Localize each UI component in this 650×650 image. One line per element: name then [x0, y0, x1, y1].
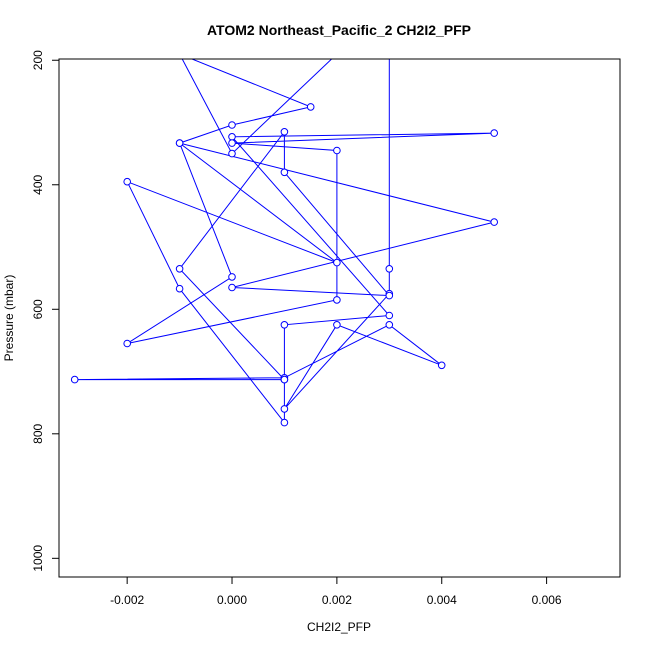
- y-tick-label: 600: [31, 299, 45, 319]
- data-point: [490, 218, 499, 226]
- data-point: [228, 133, 236, 141]
- data-point: [490, 129, 499, 137]
- marker-layer: [70, 51, 499, 427]
- y-tick-label: 200: [31, 50, 45, 70]
- data-point: [333, 296, 341, 304]
- x-tick-label: -0.002: [110, 593, 144, 607]
- data-point: [437, 361, 446, 370]
- data-point: [385, 321, 394, 329]
- data-point: [228, 121, 236, 129]
- data-point: [228, 283, 236, 292]
- data-point: [333, 146, 341, 155]
- data-point: [306, 103, 315, 111]
- x-axis: -0.002 0.000 0.002 0.004 0.006: [110, 576, 562, 607]
- data-point: [123, 177, 131, 186]
- data-point: [385, 291, 394, 300]
- data-point: [334, 51, 341, 58]
- data-point: [228, 139, 236, 147]
- plot-frame: [58, 58, 621, 578]
- data-point: [385, 311, 394, 320]
- y-axis-label: Pressure (mbar): [2, 275, 16, 362]
- data-point: [280, 168, 289, 177]
- data-point: [228, 149, 236, 158]
- data-point: [333, 258, 341, 267]
- data-point: [176, 51, 183, 58]
- data-point: [175, 265, 184, 273]
- chart-title: ATOM2 Northeast_Pacific_2 CH2I2_PFP: [207, 22, 471, 38]
- x-tick-label: 0.002: [322, 593, 352, 607]
- data-point: [70, 375, 79, 384]
- data-point: [175, 139, 184, 147]
- y-tick-label: 800: [31, 423, 45, 443]
- x-tick-label: 0.004: [427, 593, 457, 607]
- data-point: [280, 405, 289, 413]
- series-line: [74, 59, 495, 425]
- data-point: [333, 321, 341, 329]
- y-tick-label: 400: [31, 174, 45, 194]
- data-point: [280, 418, 289, 427]
- y-tick-label: 1000: [31, 545, 45, 572]
- x-axis-label: CH2I2_PFP: [307, 620, 371, 634]
- series-layer: [74, 59, 495, 425]
- x-tick-label: 0.000: [217, 593, 247, 607]
- x-tick-label: 0.006: [532, 593, 562, 607]
- data-point: [228, 273, 236, 281]
- data-point: [175, 284, 184, 293]
- y-axis: 200 400 600 800 1000: [31, 50, 60, 572]
- data-point: [386, 51, 393, 58]
- data-point: [280, 321, 289, 329]
- data-point: [280, 128, 289, 136]
- data-point: [123, 339, 131, 348]
- data-point: [280, 375, 289, 384]
- data-point: [385, 265, 394, 273]
